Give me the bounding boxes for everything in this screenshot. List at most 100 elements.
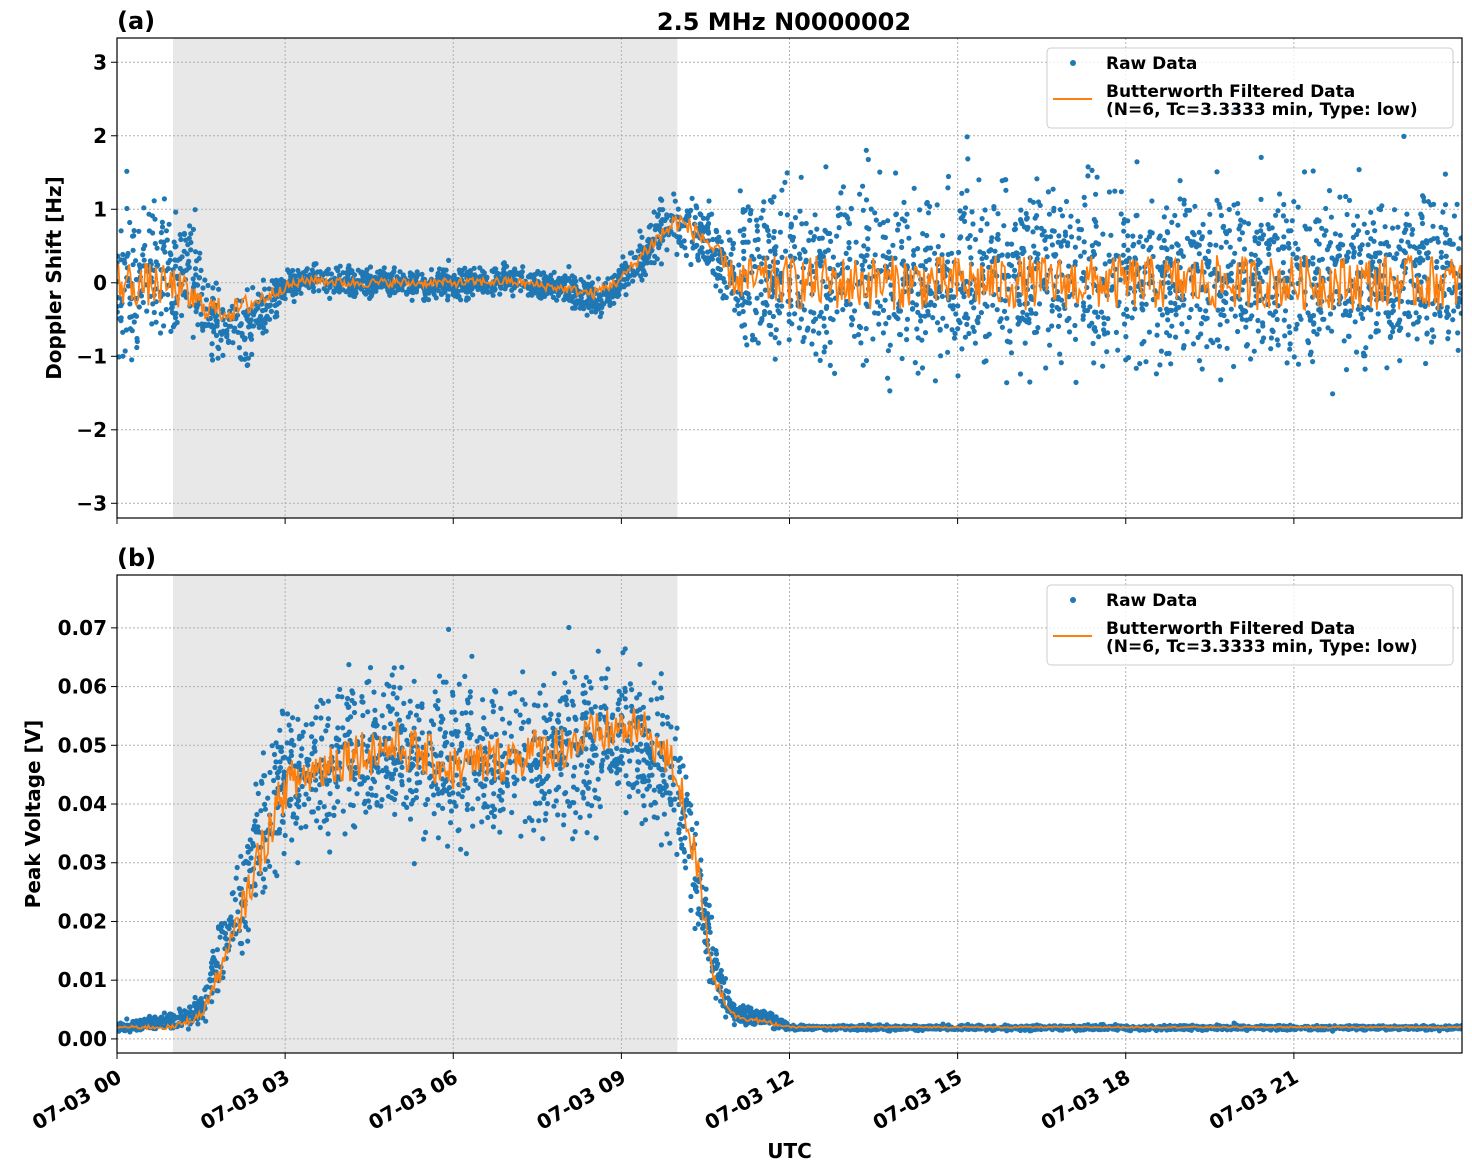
raw-point: [1012, 267, 1018, 273]
raw-point: [1376, 206, 1382, 212]
raw-point: [1034, 176, 1040, 182]
raw-point: [1368, 307, 1374, 313]
raw-point: [391, 265, 397, 271]
raw-point: [1202, 316, 1209, 322]
raw-point: [710, 268, 716, 274]
raw-point: [1268, 346, 1274, 352]
raw-point: [165, 292, 171, 298]
raw-point: [1265, 222, 1271, 228]
raw-point: [975, 320, 981, 326]
raw-point: [1413, 257, 1420, 263]
raw-point: [397, 685, 403, 691]
raw-point: [1432, 311, 1438, 317]
raw-point: [1122, 321, 1128, 327]
raw-point: [1416, 249, 1422, 255]
raw-point: [1442, 202, 1449, 208]
raw-point: [1063, 198, 1070, 205]
raw-point: [255, 305, 261, 311]
raw-point: [1165, 280, 1171, 286]
raw-point: [915, 246, 921, 252]
raw-point: [1167, 307, 1174, 313]
raw-point: [1287, 341, 1293, 347]
raw-point: [415, 272, 421, 278]
raw-point: [920, 231, 926, 237]
raw-point: [390, 691, 396, 697]
raw-point: [421, 836, 427, 842]
raw-point: [597, 292, 603, 298]
raw-point: [1425, 255, 1431, 261]
raw-point: [614, 745, 620, 752]
raw-point: [234, 864, 240, 871]
raw-point: [1252, 238, 1258, 244]
raw-point: [784, 212, 791, 218]
raw-point: [150, 230, 156, 236]
raw-point: [211, 329, 217, 335]
raw-point: [1034, 225, 1040, 231]
raw-point: [880, 253, 886, 259]
raw-point: [437, 726, 443, 732]
raw-point: [662, 217, 668, 224]
raw-point: [1330, 391, 1336, 397]
raw-point: [803, 259, 809, 265]
raw-point: [1197, 306, 1203, 313]
raw-point: [1106, 189, 1112, 195]
raw-point: [1264, 240, 1270, 247]
raw-point: [1049, 308, 1055, 314]
raw-point: [130, 247, 136, 253]
raw-point: [235, 329, 241, 335]
raw-point: [1137, 361, 1143, 367]
raw-point: [413, 288, 419, 294]
raw-point: [664, 831, 670, 837]
raw-point: [1232, 313, 1238, 319]
raw-point: [1327, 311, 1334, 317]
raw-point: [834, 233, 840, 239]
raw-point: [158, 311, 164, 317]
raw-point: [623, 773, 629, 779]
raw-point: [1284, 360, 1290, 366]
raw-point: [1157, 362, 1163, 368]
raw-point: [161, 1010, 167, 1016]
raw-point: [166, 221, 172, 227]
raw-point: [671, 191, 677, 197]
raw-point: [1220, 307, 1226, 313]
raw-point: [1085, 173, 1091, 179]
raw-point: [1429, 339, 1435, 345]
raw-point: [577, 305, 583, 311]
raw-point: [870, 336, 876, 342]
raw-point: [925, 245, 931, 251]
raw-point: [438, 750, 444, 756]
raw-point: [827, 265, 833, 272]
raw-point: [1107, 258, 1113, 264]
raw-point: [243, 351, 249, 357]
raw-point: [1115, 347, 1121, 353]
raw-point: [449, 742, 455, 748]
raw-point: [872, 210, 878, 216]
raw-point: [1391, 207, 1398, 213]
raw-point: [1081, 269, 1087, 276]
raw-point: [720, 295, 726, 301]
raw-point: [1343, 193, 1349, 200]
raw-point: [789, 237, 796, 243]
raw-point: [1098, 309, 1105, 315]
raw-point: [1413, 310, 1419, 316]
raw-point: [615, 293, 621, 299]
raw-point: [1416, 314, 1422, 320]
raw-point: [1231, 363, 1237, 370]
raw-point: [1137, 234, 1143, 240]
raw-point: [290, 715, 296, 721]
raw-point: [1218, 312, 1224, 318]
raw-point: [231, 328, 237, 334]
raw-point: [1238, 304, 1244, 310]
raw-point: [425, 289, 431, 295]
y-tick-label: −1: [76, 344, 107, 368]
raw-point: [1235, 210, 1241, 216]
raw-point: [125, 283, 131, 289]
raw-point: [938, 353, 944, 359]
raw-point: [1363, 345, 1369, 351]
raw-point: [918, 318, 924, 324]
raw-point: [1285, 240, 1292, 247]
raw-point: [172, 315, 179, 321]
raw-point: [291, 298, 297, 305]
raw-point: [202, 323, 208, 329]
raw-point: [887, 256, 893, 262]
